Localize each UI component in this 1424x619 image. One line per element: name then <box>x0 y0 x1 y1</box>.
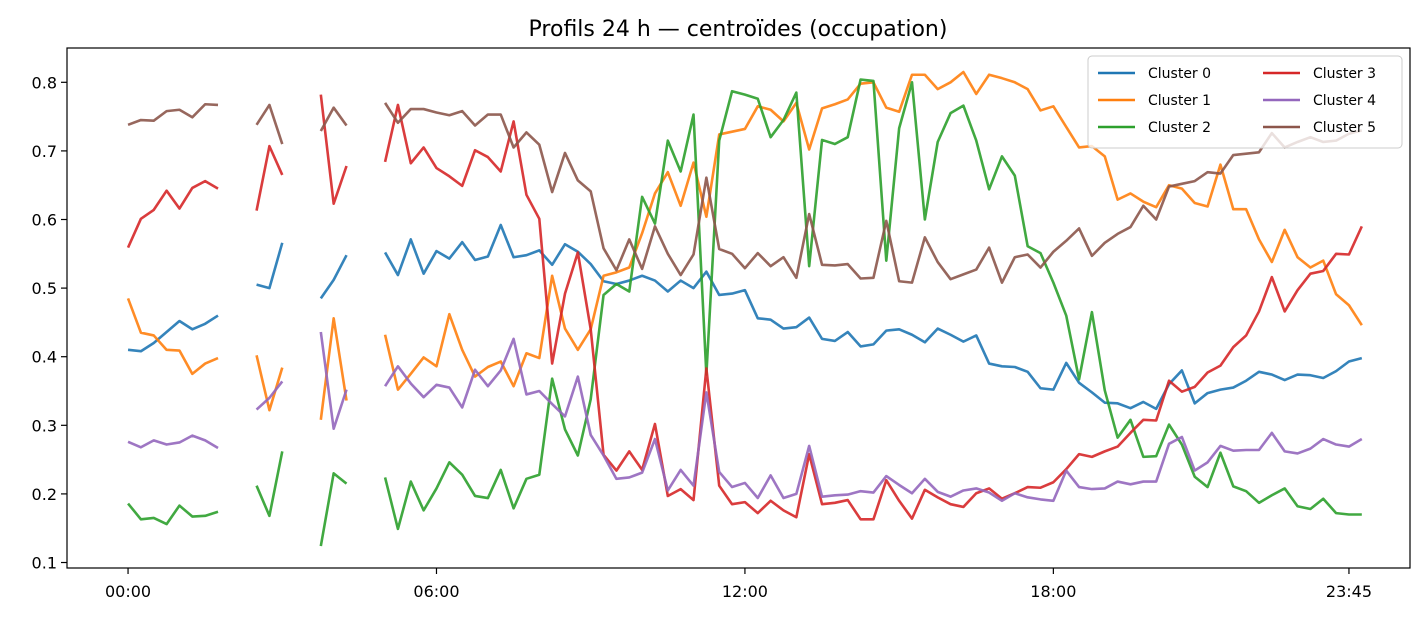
x-tick-label: 12:00 <box>722 582 768 601</box>
chart-title: Profils 24 h — centroïdes (occupation) <box>529 17 948 42</box>
y-tick-label: 0.1 <box>32 554 57 573</box>
series-layer <box>126 70 1363 547</box>
legend: Cluster 0 Cluster 1 Cluster 2 Cluster 3 Clus… <box>1087 55 1403 149</box>
legend-label: Cluster 2 <box>1148 120 1211 136</box>
x-tick-label: 00:00 <box>105 582 151 601</box>
y-tick-label: 0.4 <box>32 348 57 367</box>
legend-label: Cluster 3 <box>1313 66 1376 82</box>
y-tick-label: 0.8 <box>32 73 57 92</box>
x-tick-label: 06:00 <box>413 582 459 601</box>
y-tick-label: 0.6 <box>32 211 57 230</box>
series-line-cluster-0 <box>127 223 1363 411</box>
axes-layer: 0.1 0.2 0.3 0.4 0.5 0.6 0.7 0.8 00:00 06:00 12:00 1… <box>32 47 1411 601</box>
y-tick-label: 0.3 <box>32 416 57 435</box>
legend-label: Cluster 5 <box>1313 120 1376 136</box>
legend-label: Cluster 4 <box>1313 93 1376 109</box>
legend-box <box>1087 55 1403 149</box>
series-line-cluster-4 <box>127 331 1363 503</box>
x-tick-label: 18:00 <box>1030 582 1076 601</box>
y-tick-label: 0.7 <box>32 142 57 161</box>
series-line-cluster-3 <box>126 94 1363 521</box>
plot-frame <box>66 47 1411 569</box>
y-tick-label: 0.5 <box>32 279 57 298</box>
series-line-cluster-1 <box>126 70 1363 420</box>
legend-label: Cluster 0 <box>1148 66 1211 82</box>
x-tick-label: 23:45 <box>1326 582 1372 601</box>
series-line-cluster-5 <box>127 102 1363 284</box>
series-line-cluster-2 <box>127 78 1362 547</box>
y-tick-label: 0.2 <box>32 485 57 504</box>
legend-label: Cluster 1 <box>1148 93 1211 109</box>
